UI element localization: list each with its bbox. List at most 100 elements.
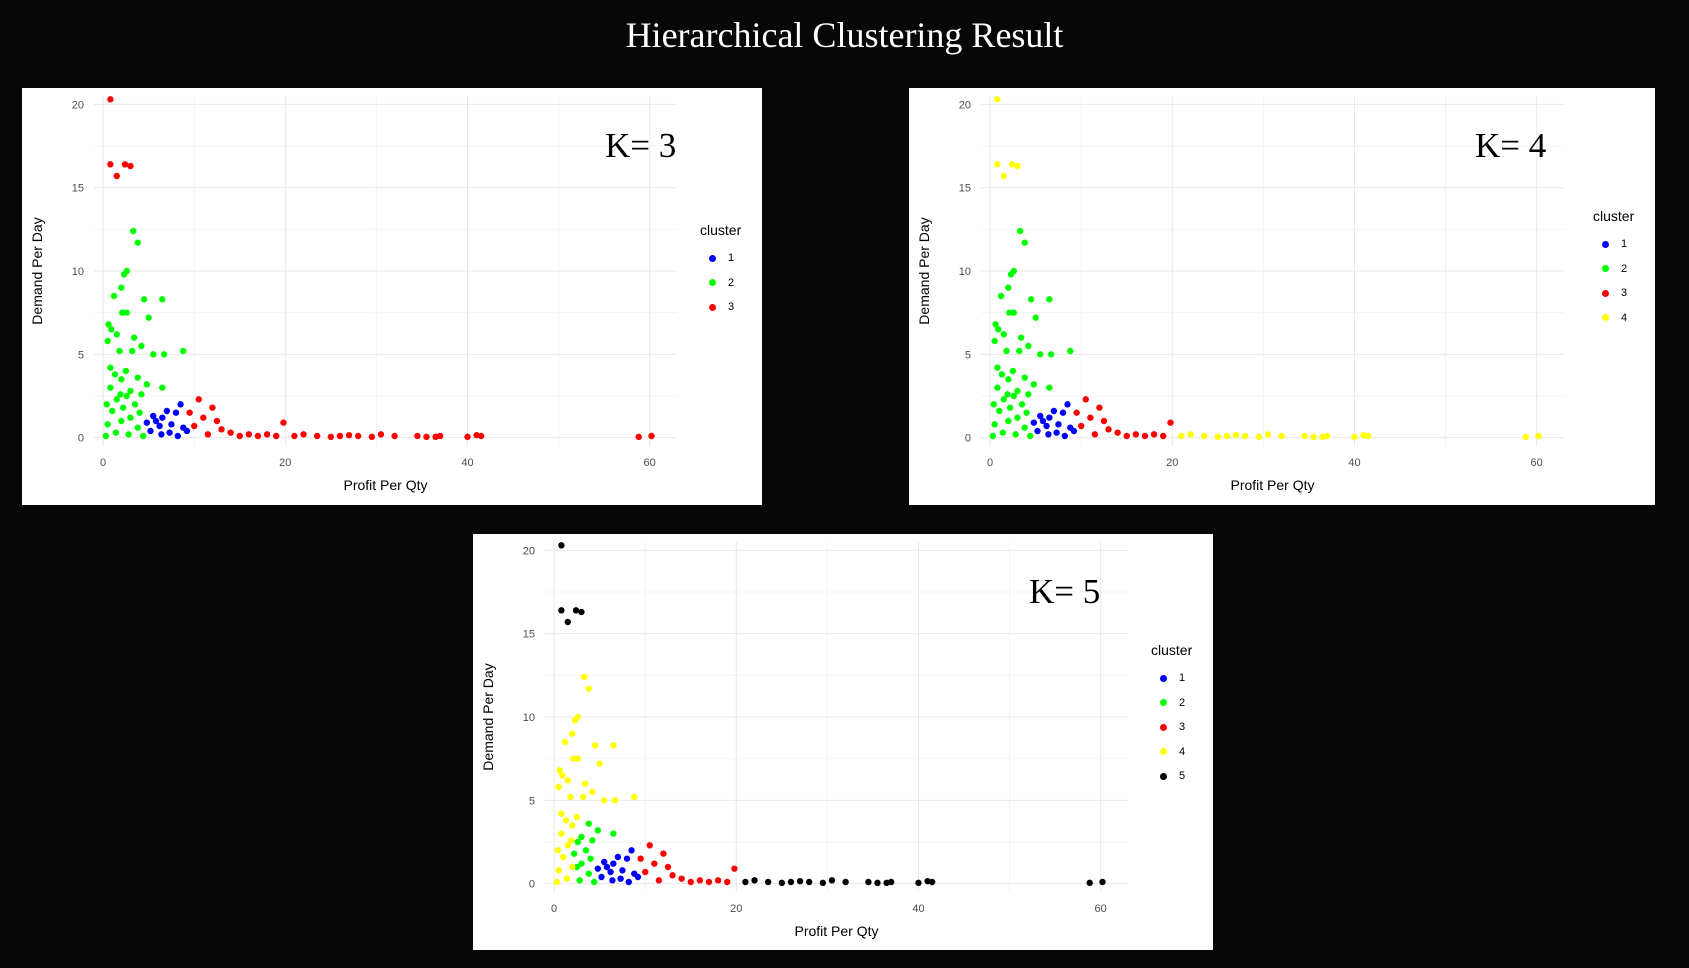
point-cluster-5 (778, 879, 786, 887)
legend-label: 3 (728, 301, 735, 314)
chart-panel-k4: 0 20 40 60 0 5 10 15 20 Profit Per Qty Demand Per … (909, 88, 1655, 505)
point-cluster-3 (1141, 432, 1149, 440)
point-cluster-2 (1000, 331, 1007, 338)
legend-item-cluster-3: 3 (1151, 715, 1192, 740)
point-cluster-2 (582, 847, 590, 854)
point-cluster-1 (1034, 427, 1041, 435)
chart-title-k3: K= 3 (605, 126, 677, 165)
point-cluster-2 (989, 432, 997, 440)
point-cluster-1 (598, 873, 605, 881)
point-cluster-2 (1009, 367, 1017, 375)
point-cluster-3 (345, 431, 353, 439)
point-cluster-3 (669, 872, 676, 879)
point-cluster-2 (594, 827, 602, 834)
point-cluster-2 (125, 431, 132, 438)
point-cluster-3 (705, 878, 713, 886)
point-cluster-1 (1037, 412, 1044, 420)
point-cluster-4 (994, 161, 1001, 168)
point-cluster-4 (596, 760, 603, 767)
point-cluster-3 (642, 868, 649, 876)
point-cluster-4 (562, 817, 570, 824)
legend-item-cluster-2: 2 (700, 271, 741, 296)
point-cluster-1 (172, 409, 180, 416)
legend-label: 4 (1621, 311, 1628, 324)
point-cluster-5 (558, 542, 565, 549)
point-cluster-2 (123, 309, 130, 316)
x-tick-label: 60 (1095, 903, 1107, 915)
point-cluster-4 (1200, 432, 1208, 440)
point-cluster-2 (1014, 387, 1021, 395)
point-cluster-2 (138, 391, 145, 398)
point-cluster-4 (571, 717, 579, 724)
point-cluster-4 (580, 673, 588, 681)
point-cluster-1 (177, 401, 184, 408)
point-cluster-2 (1046, 296, 1053, 303)
point-cluster-1 (1061, 432, 1069, 440)
point-cluster-2 (118, 284, 125, 291)
y-tick-label: 15 (959, 183, 971, 195)
legend-key-dot (709, 303, 716, 311)
x-tick-label: 0 (551, 903, 557, 915)
point-cluster-4 (553, 878, 561, 886)
point-cluster-2 (1047, 351, 1055, 358)
point-cluster-2 (123, 392, 130, 400)
point-cluster-3 (204, 431, 212, 438)
point-cluster-5 (1086, 879, 1093, 887)
point-cluster-2 (585, 870, 592, 877)
y-tick-label: 15 (523, 629, 535, 641)
point-cluster-1 (614, 853, 622, 861)
point-cluster-2 (129, 347, 136, 355)
point-cluster-1 (174, 432, 182, 440)
legend-item-cluster-3: 3 (700, 295, 741, 320)
grid-lines (981, 96, 1564, 446)
x-tick-label: 20 (1166, 457, 1178, 469)
point-cluster-2 (1004, 391, 1011, 398)
point-cluster-5 (928, 878, 936, 886)
point-cluster-2 (1023, 409, 1030, 416)
point-cluster-2 (159, 296, 166, 303)
point-cluster-4 (601, 797, 608, 804)
point-cluster-2 (107, 364, 114, 371)
point-cluster-5 (842, 878, 849, 886)
x-tick-label: 20 (279, 457, 291, 469)
y-tick-label: 10 (523, 712, 535, 724)
point-cluster-4 (1008, 161, 1016, 168)
point-cluster-2 (992, 321, 999, 328)
point-cluster-2 (1021, 374, 1028, 381)
point-cluster-2 (145, 314, 152, 321)
point-cluster-3 (731, 865, 738, 872)
point-cluster-4 (1522, 433, 1529, 441)
point-cluster-2 (136, 409, 143, 416)
point-cluster-2 (110, 292, 118, 300)
y-tick-label: 5 (529, 795, 535, 807)
legend-key-dot (1602, 314, 1609, 322)
point-cluster-2 (113, 331, 120, 338)
point-cluster-2 (589, 837, 596, 844)
point-cluster-3 (423, 433, 430, 441)
legend-key-dot (1160, 772, 1167, 780)
point-cluster-1 (163, 407, 171, 415)
point-cluster-2 (1030, 381, 1038, 388)
point-cluster-4 (569, 730, 576, 737)
y-axis-label: Demand Per Day (29, 217, 45, 324)
point-cluster-4 (556, 767, 563, 774)
scatter-plot-k5: 0 20 40 60 0 5 10 15 20 Profit Per Qty Demand Per … (480, 542, 1128, 939)
point-cluster-2 (610, 830, 617, 837)
chart-title-k4: K= 4 (1475, 126, 1547, 165)
point-cluster-1 (1070, 427, 1078, 435)
point-cluster-3 (1078, 422, 1085, 430)
point-cluster-3 (200, 414, 207, 421)
legend-label: 1 (1179, 672, 1186, 685)
legend-key-dot (1160, 748, 1167, 756)
point-cluster-4 (555, 783, 562, 791)
point-cluster-1 (143, 419, 151, 426)
point-cluster-3 (664, 863, 672, 871)
point-cluster-2 (159, 384, 166, 391)
point-cluster-5 (742, 878, 749, 886)
point-cluster-2 (587, 855, 594, 862)
point-cluster-2 (997, 292, 1005, 300)
point-cluster-4 (555, 867, 562, 874)
point-cluster-1 (617, 875, 624, 882)
point-cluster-3 (687, 878, 694, 886)
legend-label: 2 (728, 276, 735, 289)
